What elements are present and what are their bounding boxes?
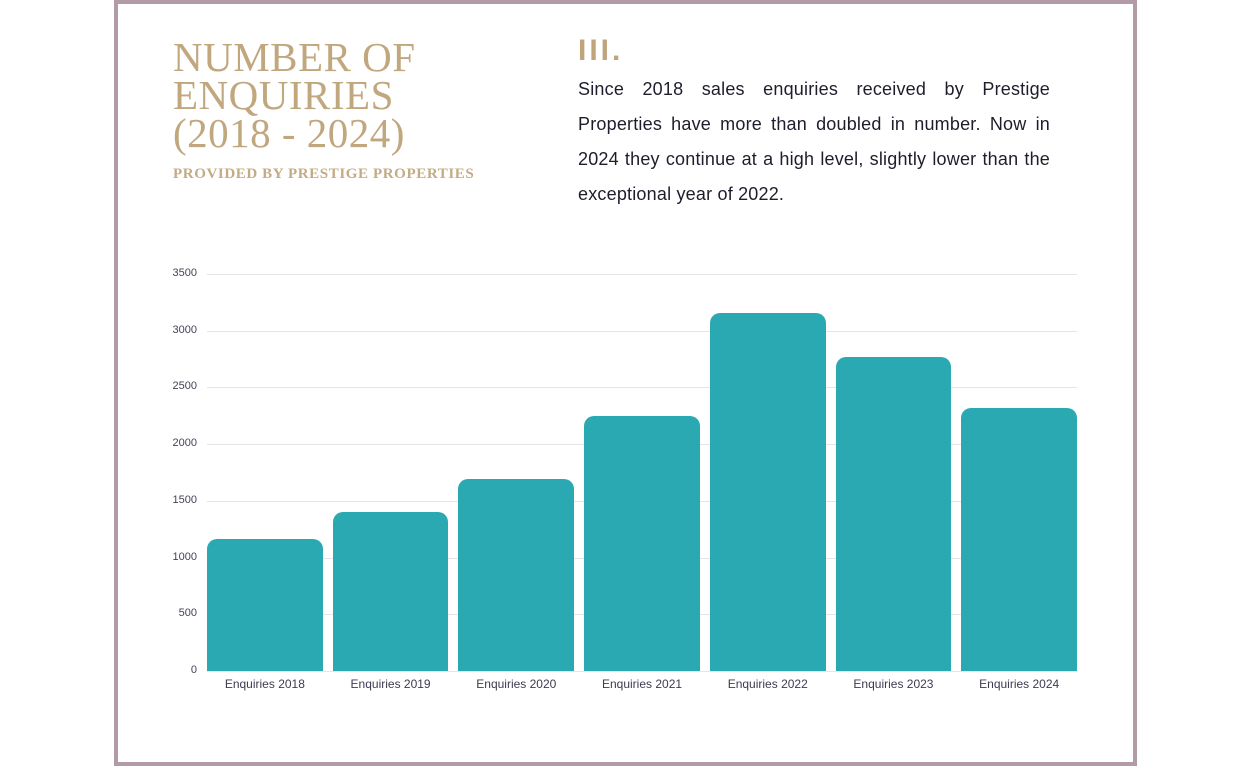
y-tick-label-1000: 1000	[172, 550, 197, 563]
y-tick-label-0: 0	[190, 664, 197, 676]
bar-enquiries-2021	[584, 415, 700, 671]
y-tick-label-500: 500	[178, 607, 197, 620]
x-tick-label-enquiries-2023: Enquiries 2023	[853, 677, 934, 691]
bar-enquiries-2019	[332, 512, 449, 671]
x-axis-labels: Enquiries 2018 Enquiries 2019 Enquiries 20…	[207, 677, 1077, 691]
page-title: NUMBER OF ENQUIRIES (2018 - 2024)	[173, 34, 503, 156]
gridline-3000	[207, 330, 1077, 332]
page-title-line-1: NUMBER OF	[173, 34, 416, 80]
title-block: NUMBER OF ENQUIRIES (2018 - 2024) PROVID…	[173, 34, 503, 183]
x-tick-label-enquiries-2024: Enquiries 2024	[979, 677, 1060, 691]
plot-area	[207, 274, 1078, 672]
section-marker: III.	[578, 34, 624, 67]
gridline-2500	[207, 387, 1077, 389]
y-tick-label-2500: 2500	[172, 380, 197, 393]
bars-layer	[207, 274, 1078, 671]
page-title-line-3: (2018 - 2024)	[173, 110, 405, 156]
slide-card: NUMBER OF ENQUIRIES (2018 - 2024) PROVID…	[114, 0, 1137, 766]
y-tick-label-2000: 2000	[172, 437, 197, 450]
bar-enquiries-2022	[709, 312, 826, 671]
y-tick-label-3000: 3000	[172, 323, 197, 336]
gridline-0	[207, 671, 1077, 672]
x-tick-label-enquiries-2021: Enquiries 2021	[601, 677, 683, 691]
bar-enquiries-2023	[835, 356, 952, 671]
slide-subtitle: PROVIDED BY PRESTIGE PROPERTIES	[173, 166, 475, 182]
bar-enquiries-2020	[458, 479, 575, 671]
x-tick-label-enquiries-2020: Enquiries 2020	[476, 677, 557, 691]
y-tick-label-3500: 3500	[172, 267, 197, 279]
x-tick-label-enquiries-2019: Enquiries 2019	[350, 677, 431, 691]
gridline-3500	[207, 274, 1077, 275]
x-tick-label-enquiries-2022: Enquiries 2022	[727, 677, 808, 691]
page-title-line-2: ENQUIRIES	[173, 72, 394, 118]
body-paragraph: Since 2018 sales enquiries received by P…	[578, 79, 1050, 204]
y-tick-label-1500: 1500	[172, 493, 197, 506]
bar-enquiries-2018	[207, 539, 323, 671]
enquiries-bar-chart: 0 500 1000 1500 2000 2500 3000 3500 Enquiries 2…	[147, 267, 1087, 699]
bar-enquiries-2024	[961, 407, 1078, 671]
x-tick-label-enquiries-2018: Enquiries 2018	[224, 677, 305, 691]
